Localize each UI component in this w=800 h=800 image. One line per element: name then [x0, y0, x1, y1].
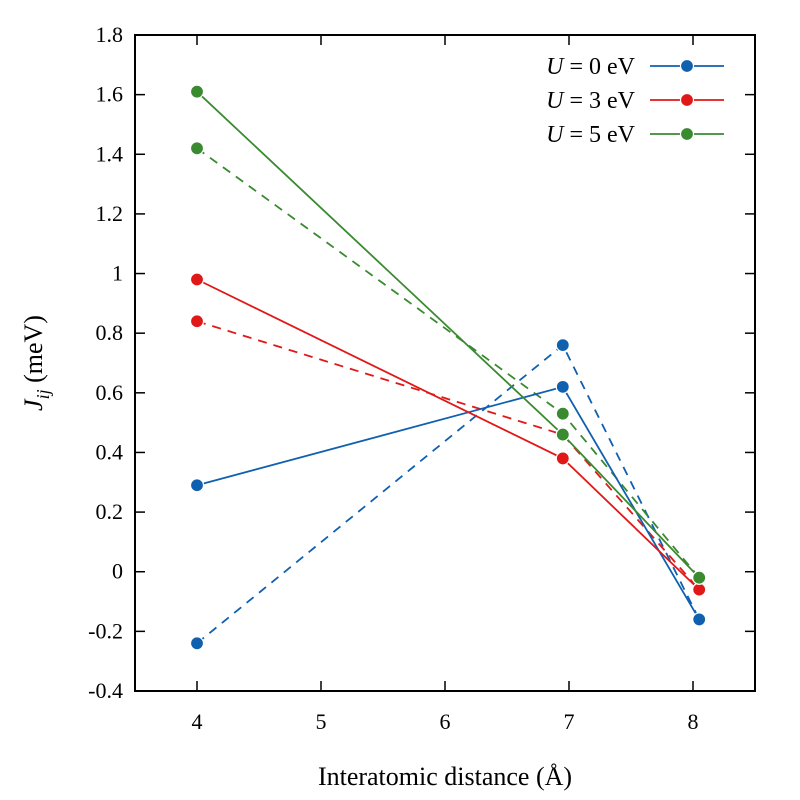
x-axis-label: Interatomic distance (Å) [318, 762, 572, 791]
series-0-dashed-line [196, 343, 701, 644]
series-2-dashed-point [555, 406, 570, 421]
y-axis-label-main: J [19, 398, 48, 411]
legend-marker-2 [679, 126, 695, 142]
x-tick-label: 7 [564, 709, 575, 734]
series-0-solid-point [189, 478, 205, 493]
x-tick-label: 6 [440, 709, 451, 734]
legend-marker-1 [679, 92, 695, 108]
series-layer [189, 84, 707, 651]
series-1-solid-point [555, 451, 570, 466]
y-tick-label: 1.4 [96, 141, 124, 166]
ticks-layer: -0.4 -0.2 0 0.2 0.4 0.6 0.8 1 1.2 1.4 1.6 1.8 4 5 6 7 8 [88, 22, 755, 734]
series-0-solid-point [555, 379, 570, 394]
x-tick-label: 4 [192, 709, 203, 734]
series-2-dashed-point [189, 141, 205, 156]
series-0-dashed-point [189, 636, 205, 651]
y-tick-label: 0.2 [96, 499, 124, 524]
series-2-solid-point [555, 427, 570, 442]
series-0-dashed-point [555, 338, 570, 353]
legend: U = 0 eV U = 3 eV U = 5 eV [546, 54, 724, 148]
x-tick-label: 5 [316, 709, 327, 734]
y-axis-label: Jij (meV) [19, 315, 53, 411]
series-0-solid-point [692, 612, 707, 627]
legend-label-0: U = 0 eV [546, 54, 636, 80]
y-tick-label: -0.4 [88, 678, 123, 703]
y-axis-label-unit: (meV) [19, 315, 48, 389]
legend-marker-0 [679, 58, 695, 74]
y-tick-label: 0.4 [96, 439, 124, 464]
series-1-dashed-point [189, 314, 205, 329]
legend-label-1: U = 3 eV [546, 88, 636, 114]
y-tick-label: 1.8 [96, 22, 124, 47]
legend-label-2: U = 5 eV [546, 122, 636, 148]
y-tick-label: 1.2 [96, 201, 124, 226]
series-1-solid-point [692, 582, 707, 597]
series-1-dashed-line [196, 320, 700, 591]
series-1-solid-point [189, 272, 205, 287]
y-tick-label: -0.2 [88, 618, 123, 643]
series-2-solid-point [189, 84, 205, 99]
y-tick-label: 0.8 [96, 320, 124, 345]
y-axis-label-sub: ij [33, 389, 53, 399]
y-tick-label: 1 [112, 261, 123, 286]
y-tick-label: 0 [112, 559, 123, 584]
series-2-solid-line [196, 91, 700, 579]
series-2-dashed-line [196, 147, 700, 579]
series-0-solid-line [196, 385, 700, 620]
y-tick-label: 0.6 [96, 380, 124, 405]
series-2-solid-point [692, 570, 707, 585]
y-tick-label: 1.6 [96, 82, 124, 107]
x-tick-label: 8 [688, 709, 699, 734]
